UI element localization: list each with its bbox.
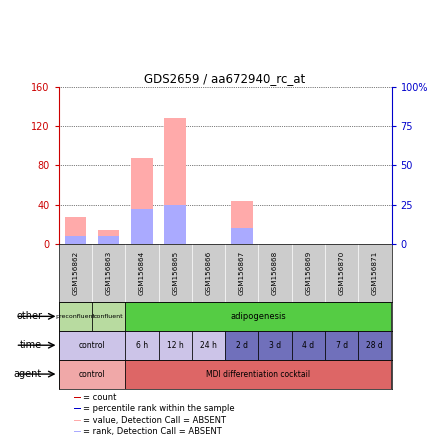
Text: preconfluent: preconfluent bbox=[55, 314, 95, 319]
Text: 24 h: 24 h bbox=[200, 341, 217, 350]
Text: 28 d: 28 d bbox=[365, 341, 382, 350]
Bar bbox=[59, 302, 92, 331]
Text: 6 h: 6 h bbox=[135, 341, 148, 350]
Bar bbox=[131, 209, 152, 244]
Title: GDS2659 / aa672940_rc_at: GDS2659 / aa672940_rc_at bbox=[144, 72, 305, 85]
Bar bbox=[64, 236, 86, 244]
Bar bbox=[59, 331, 125, 360]
Bar bbox=[230, 201, 252, 244]
Text: GSM156863: GSM156863 bbox=[105, 251, 112, 295]
Text: GSM156868: GSM156868 bbox=[271, 251, 277, 295]
Bar bbox=[74, 408, 81, 409]
Bar bbox=[74, 420, 81, 421]
Text: time: time bbox=[20, 340, 42, 350]
Bar bbox=[164, 205, 186, 244]
Bar bbox=[98, 230, 119, 244]
Bar bbox=[191, 331, 225, 360]
Text: 4 d: 4 d bbox=[302, 341, 314, 350]
Bar bbox=[64, 217, 86, 244]
Bar bbox=[225, 331, 258, 360]
Bar bbox=[358, 331, 391, 360]
Bar bbox=[74, 431, 81, 432]
Bar bbox=[125, 360, 391, 388]
Bar bbox=[74, 397, 81, 398]
Bar bbox=[258, 331, 291, 360]
Text: 7 d: 7 d bbox=[335, 341, 347, 350]
Text: GSM156869: GSM156869 bbox=[305, 251, 311, 295]
Bar bbox=[230, 228, 252, 244]
Bar bbox=[158, 331, 191, 360]
Bar bbox=[59, 360, 125, 388]
Text: MDI differentiation cocktail: MDI differentiation cocktail bbox=[206, 369, 310, 379]
Bar bbox=[98, 236, 119, 244]
Text: control: control bbox=[79, 369, 105, 379]
Bar bbox=[92, 302, 125, 331]
Text: GSM156865: GSM156865 bbox=[172, 251, 178, 295]
Text: 12 h: 12 h bbox=[166, 341, 183, 350]
Text: adipogenesis: adipogenesis bbox=[230, 312, 286, 321]
Text: = value, Detection Call = ABSENT: = value, Detection Call = ABSENT bbox=[83, 416, 226, 425]
Bar bbox=[125, 302, 391, 331]
Bar bbox=[131, 158, 152, 244]
Text: 3 d: 3 d bbox=[268, 341, 280, 350]
Text: 2 d: 2 d bbox=[235, 341, 247, 350]
Bar bbox=[324, 331, 357, 360]
Text: = count: = count bbox=[83, 393, 116, 402]
Text: GSM156867: GSM156867 bbox=[238, 251, 244, 295]
Bar bbox=[164, 118, 186, 244]
Text: confluent: confluent bbox=[94, 314, 123, 319]
Text: GSM156870: GSM156870 bbox=[338, 251, 344, 295]
Text: control: control bbox=[79, 341, 105, 350]
Bar bbox=[125, 331, 158, 360]
Text: GSM156864: GSM156864 bbox=[138, 251, 145, 295]
Text: GSM156866: GSM156866 bbox=[205, 251, 211, 295]
Bar bbox=[291, 331, 324, 360]
Text: agent: agent bbox=[14, 369, 42, 379]
Text: = percentile rank within the sample: = percentile rank within the sample bbox=[83, 404, 234, 413]
Text: other: other bbox=[16, 311, 42, 321]
Text: = rank, Detection Call = ABSENT: = rank, Detection Call = ABSENT bbox=[83, 427, 222, 436]
Text: GSM156871: GSM156871 bbox=[371, 251, 377, 295]
Text: GSM156862: GSM156862 bbox=[72, 251, 78, 295]
